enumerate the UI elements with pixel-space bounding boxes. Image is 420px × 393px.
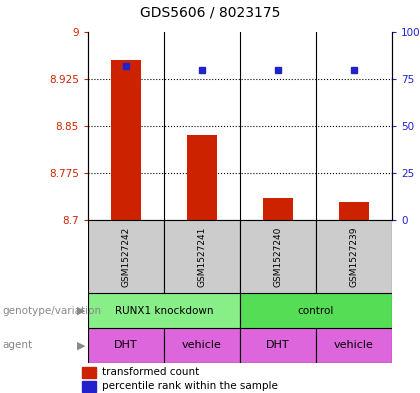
Text: agent: agent: [2, 340, 32, 351]
Text: ▶: ▶: [77, 305, 86, 316]
Bar: [164, 328, 240, 363]
Text: GDS5606 / 8023175: GDS5606 / 8023175: [140, 6, 280, 20]
Text: GSM1527239: GSM1527239: [349, 226, 359, 287]
Text: transformed count: transformed count: [102, 367, 200, 377]
Bar: [339, 202, 369, 220]
Text: DHT: DHT: [114, 340, 138, 351]
Bar: [111, 60, 141, 220]
Bar: [316, 328, 392, 363]
Text: RUNX1 knockdown: RUNX1 knockdown: [115, 305, 213, 316]
Text: control: control: [298, 305, 334, 316]
Text: GSM1527240: GSM1527240: [273, 226, 283, 286]
Bar: [82, 367, 96, 378]
Bar: [240, 293, 392, 328]
Text: percentile rank within the sample: percentile rank within the sample: [102, 381, 278, 391]
Bar: [164, 220, 240, 293]
Text: DHT: DHT: [266, 340, 290, 351]
Text: vehicle: vehicle: [182, 340, 222, 351]
Bar: [82, 381, 96, 391]
Bar: [88, 220, 164, 293]
Bar: [316, 220, 392, 293]
Text: ▶: ▶: [77, 340, 86, 351]
Bar: [240, 328, 316, 363]
Text: GSM1527242: GSM1527242: [121, 226, 131, 286]
Text: vehicle: vehicle: [334, 340, 374, 351]
Bar: [263, 198, 293, 220]
Bar: [88, 293, 240, 328]
Text: genotype/variation: genotype/variation: [2, 305, 101, 316]
Bar: [88, 328, 164, 363]
Bar: [240, 220, 316, 293]
Text: GSM1527241: GSM1527241: [197, 226, 207, 286]
Bar: [187, 136, 217, 220]
